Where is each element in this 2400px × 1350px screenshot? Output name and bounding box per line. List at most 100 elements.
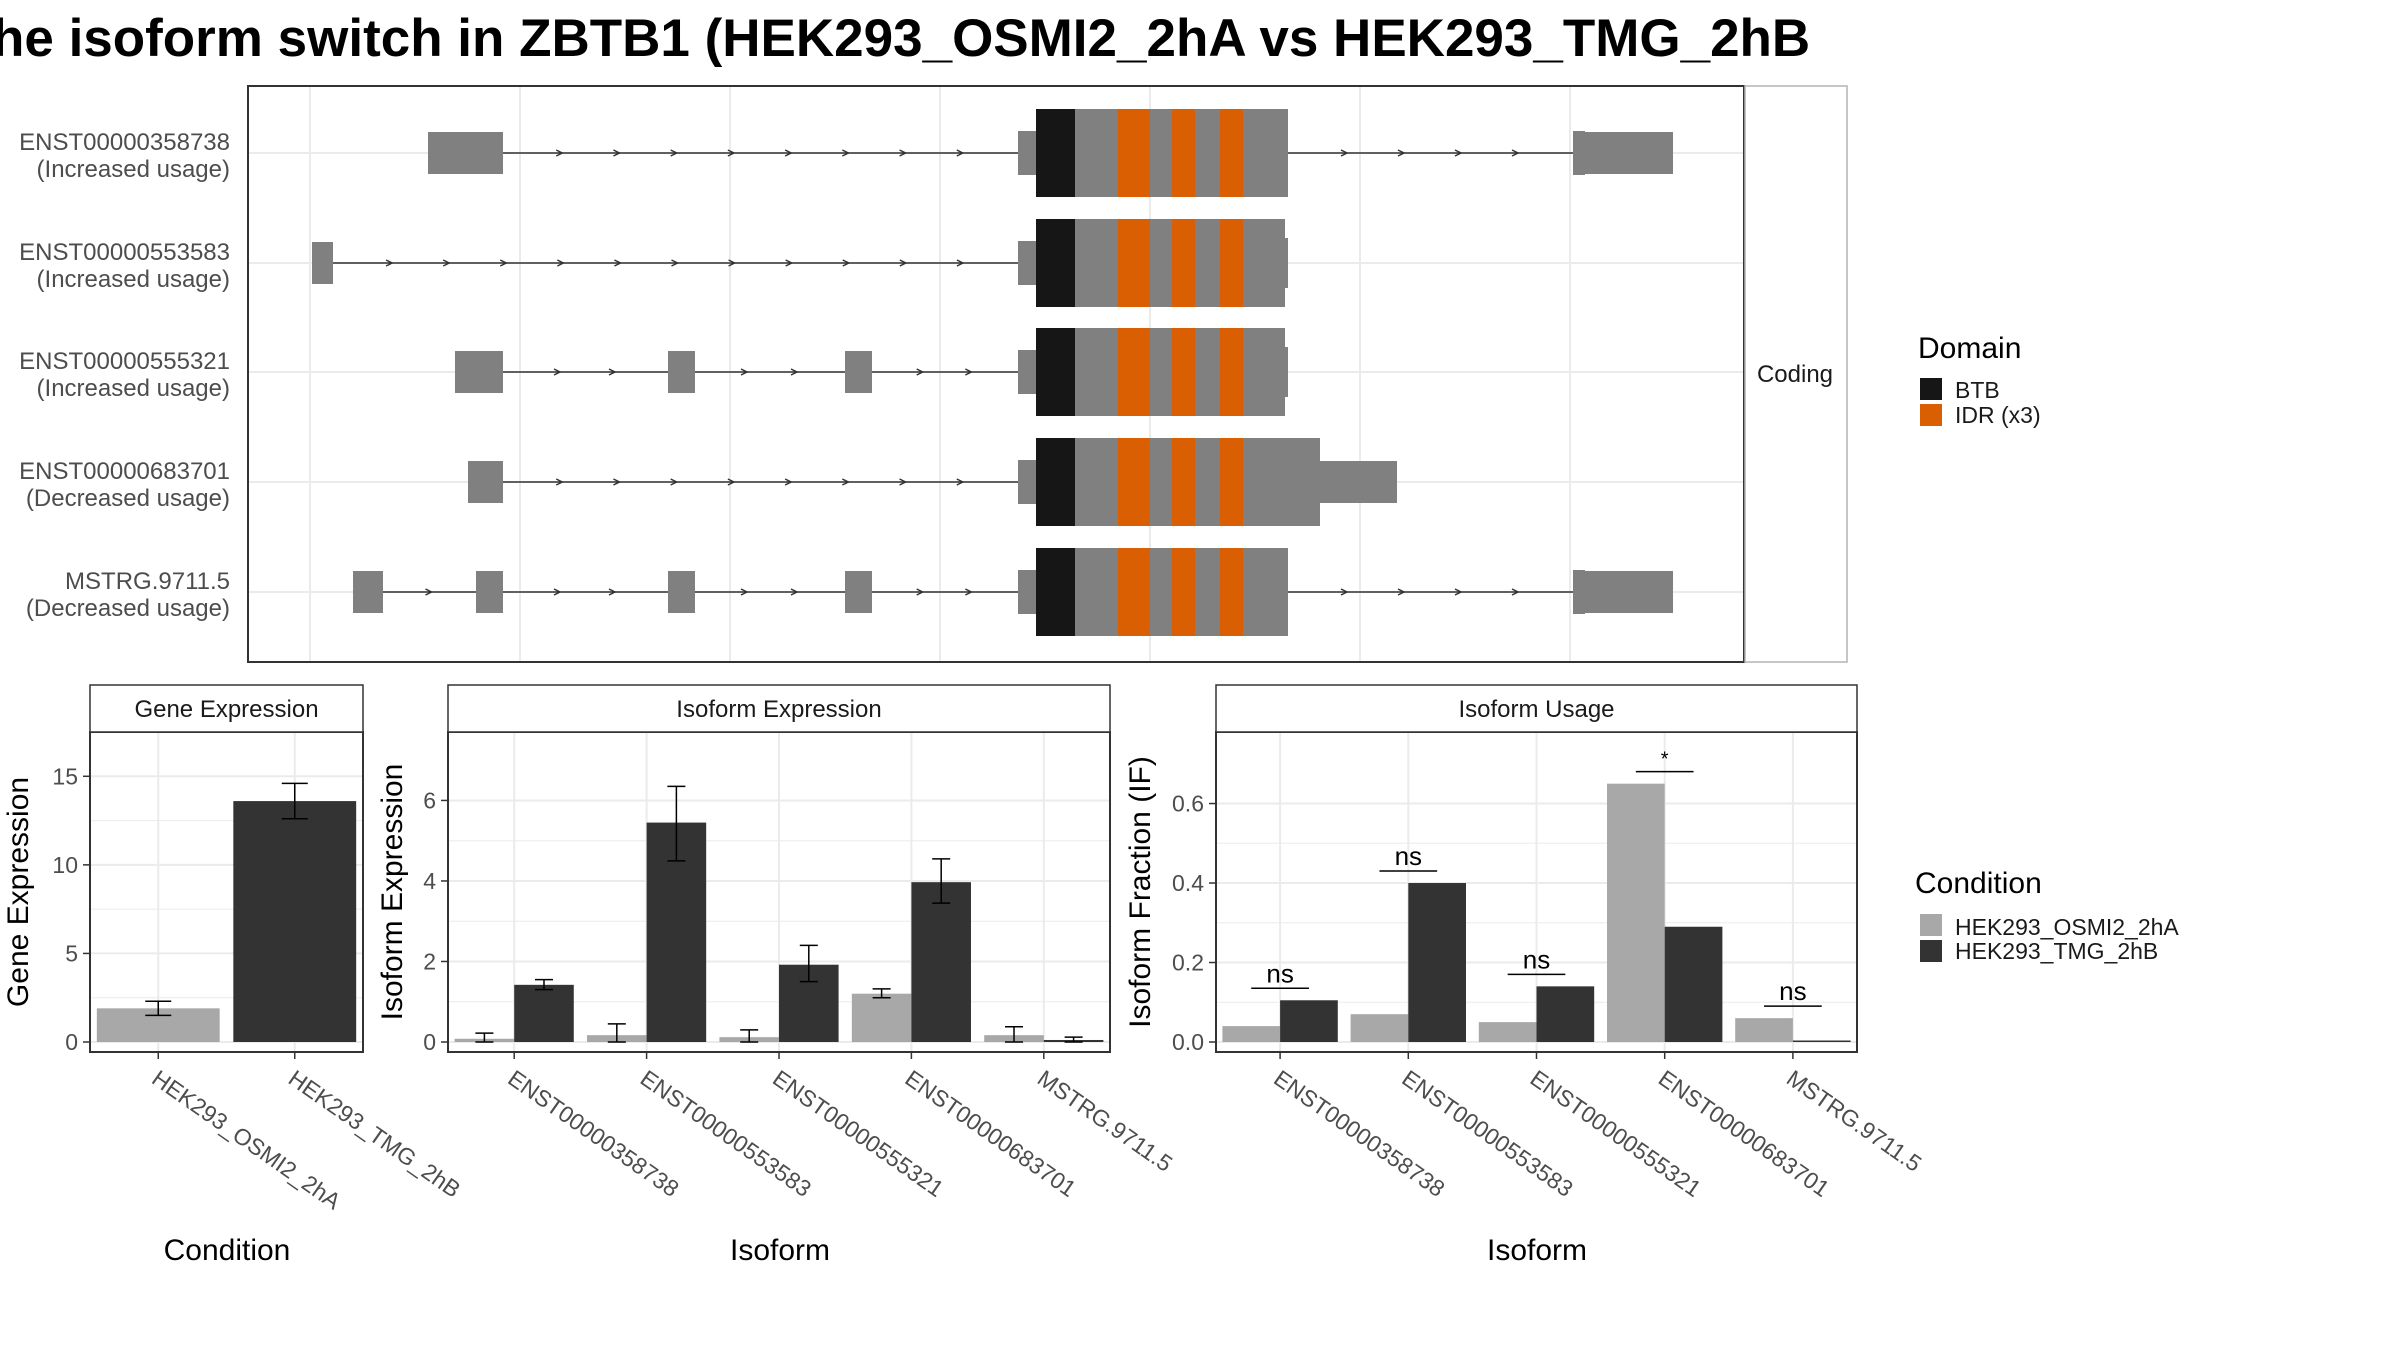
significance-label: ns <box>1523 944 1550 974</box>
utr-exon <box>428 132 503 174</box>
utr-exon <box>468 461 503 503</box>
y-tick-label: 0.4 <box>1172 870 1204 896</box>
error-bar <box>1005 1025 1024 1043</box>
intron-direction-arrow <box>499 259 508 267</box>
error-bar <box>475 1032 494 1043</box>
condition-legend-title: Condition <box>1915 867 2042 900</box>
transcript-status-label: (Decreased usage) <box>26 485 230 512</box>
y-tick-label: 2 <box>423 948 436 974</box>
bar <box>1408 883 1466 1042</box>
utr-exon <box>1573 570 1585 614</box>
intron-direction-arrow <box>670 478 679 486</box>
domain-legend: Domain BTB IDR (x3) <box>1918 332 2041 428</box>
expression-panels: Gene Expression051015HEK293_OSMI2_2hAHEK… <box>2 684 1926 1267</box>
coding-exon <box>1150 219 1172 307</box>
intron-direction-arrow <box>956 149 965 157</box>
significance-label: ns <box>1266 958 1293 988</box>
utr-exon <box>353 571 383 613</box>
bar <box>1350 1014 1409 1042</box>
y-tick-label: 10 <box>52 852 78 878</box>
facet-label-coding: Coding <box>1757 361 1833 388</box>
idr-domain <box>1118 548 1150 636</box>
coding-exon <box>1018 350 1036 394</box>
y-tick-label: 0 <box>423 1029 436 1055</box>
intron-direction-arrow <box>553 368 562 376</box>
error-bar <box>534 978 553 991</box>
intron-direction-arrow <box>556 259 566 267</box>
utr-exon <box>845 351 872 393</box>
intron-direction-arrow <box>899 149 908 157</box>
coding-exon <box>1243 109 1288 197</box>
utr-exon <box>1573 131 1585 175</box>
significance-label: * <box>1661 749 1669 771</box>
transcript-status-label: (Increased usage) <box>37 266 230 293</box>
domain-legend-title: Domain <box>1918 332 2021 365</box>
btb-domain <box>1036 109 1075 197</box>
transcript-status-label: (Increased usage) <box>37 156 230 183</box>
coding-exon <box>1150 438 1172 526</box>
coding-exon <box>1195 109 1220 197</box>
y-tick-label: 0.6 <box>1172 791 1204 817</box>
intron-direction-arrow <box>553 588 562 596</box>
facet-strip <box>447 684 1111 733</box>
facet-strip <box>1215 684 1858 733</box>
intron-direction-arrow <box>1340 149 1349 157</box>
idr-domain <box>1172 548 1195 636</box>
significance-label: ns <box>1395 841 1422 871</box>
y-tick-label: 15 <box>52 763 78 789</box>
error-bar <box>145 1000 172 1017</box>
intron-direction-arrow <box>670 149 679 157</box>
transcript-track <box>353 548 1673 636</box>
facet-strip <box>89 684 364 733</box>
legend-key-cond-b <box>1920 940 1942 962</box>
structure-panel: Coding ENST00000358738 (Increased usage)… <box>19 85 1848 663</box>
utr-exon <box>668 571 695 613</box>
coding-exon <box>1283 457 1318 507</box>
bar <box>1607 783 1665 1042</box>
idr-domain <box>1220 548 1243 636</box>
coding-exon <box>1195 219 1220 307</box>
idr-domain <box>1118 328 1150 416</box>
utr-exon <box>1320 461 1397 503</box>
intron-direction-arrow <box>1397 588 1406 596</box>
intron-direction-arrow <box>1454 149 1463 157</box>
coding-exon <box>1243 548 1288 636</box>
legend-label-cond-a: HEK293_OSMI2_2hA <box>1955 914 2179 940</box>
figure-title: he isoform switch in ZBTB1 (HEK293_OSMI2… <box>0 9 1810 68</box>
intron-direction-arrow <box>1511 588 1520 596</box>
btb-domain <box>1036 219 1075 307</box>
coding-exon <box>1018 570 1036 614</box>
idr-domain <box>1172 328 1195 416</box>
intron-direction-arrow <box>899 259 908 267</box>
intron-direction-arrow <box>555 149 564 157</box>
intron-direction-arrow <box>1340 588 1349 596</box>
bar <box>851 993 912 1042</box>
intron-direction-arrow <box>784 478 793 486</box>
y-axis-title: Isoform Fraction (IF) <box>1124 756 1157 1028</box>
btb-domain <box>1036 548 1075 636</box>
y-tick-label: 6 <box>423 787 436 813</box>
intron-direction-arrow <box>671 259 680 267</box>
intron-direction-arrow <box>964 368 974 376</box>
intron-direction-arrow <box>964 588 974 596</box>
x-axis-title: Isoform <box>730 1234 830 1267</box>
intron-direction-arrow <box>1454 588 1463 596</box>
idr-domain <box>1220 109 1243 197</box>
idr-domain <box>1172 109 1195 197</box>
intron-direction-arrow <box>740 588 749 596</box>
legend-label-idr: IDR (x3) <box>1955 402 2041 428</box>
idr-domain <box>1118 109 1150 197</box>
coding-exon <box>1075 438 1118 526</box>
utr-exon <box>1585 132 1673 174</box>
utr-exon <box>312 242 333 284</box>
y-axis-title: Isoform Expression <box>376 764 409 1021</box>
error-bar <box>1064 1036 1083 1043</box>
y-tick-label: 0 <box>65 1029 78 1055</box>
error-bar <box>799 944 818 983</box>
intron-direction-arrow <box>1397 149 1406 157</box>
transcript-tracks <box>312 109 1673 636</box>
utr-exon <box>455 351 503 393</box>
x-axis-title: Isoform <box>1487 1234 1587 1267</box>
